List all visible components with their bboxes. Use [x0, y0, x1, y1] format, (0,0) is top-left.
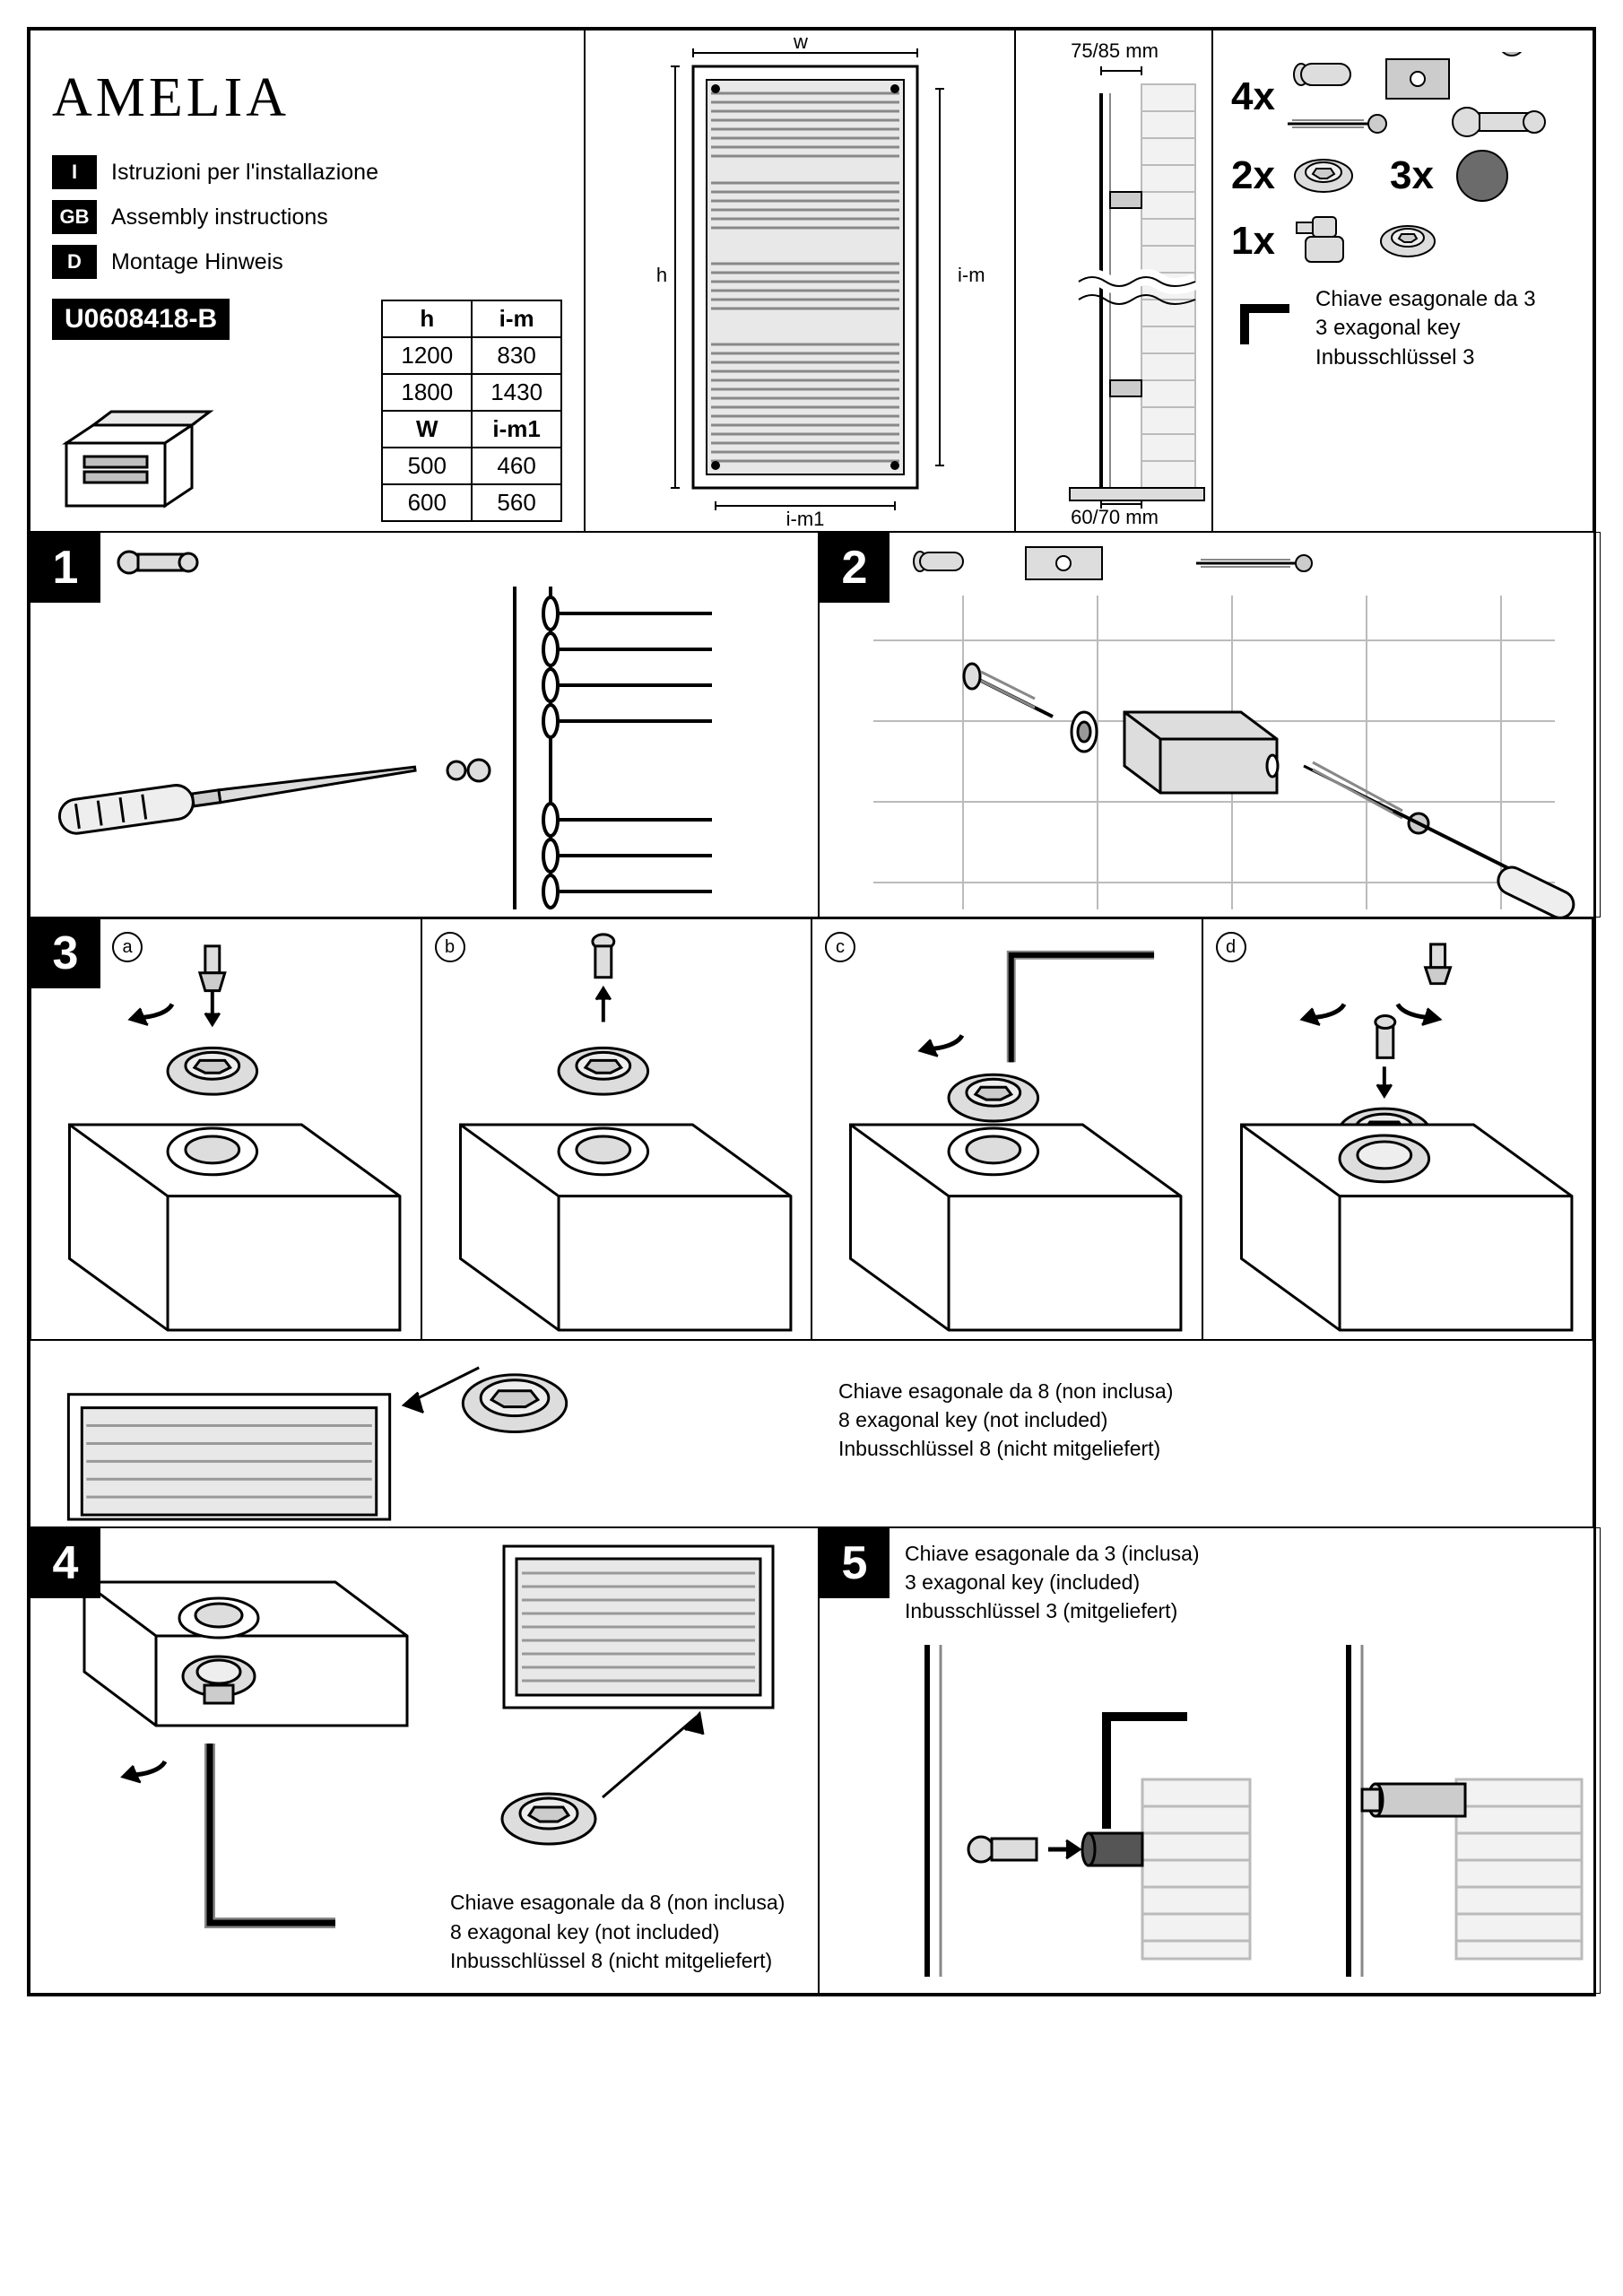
step-5-note: Chiave esagonale da 3 (inclusa) 3 exagon…	[905, 1539, 1200, 1626]
step-3: 3 a	[30, 918, 1593, 1527]
step-3a: a	[30, 918, 421, 1340]
th-im1: i-m1	[472, 411, 561, 448]
step-3-detail	[30, 1340, 812, 1528]
hex-key-3-row: Chiave esagonale da 3 3 exagonal key Inb…	[1231, 280, 1575, 372]
step-3b-label: b	[435, 932, 465, 962]
lang-badge-it: I	[52, 155, 97, 189]
dimensions-table: hi-m 1200830 18001430 Wi-m1 500460 60056…	[381, 300, 562, 522]
svg-text:75/85 mm: 75/85 mm	[1071, 39, 1159, 62]
product-title: AMELIA	[52, 66, 562, 130]
lang-row-de: D Montage Hinweis	[52, 245, 562, 279]
lang-text-it: Istruzioni per l'installazione	[111, 160, 378, 186]
wall-clearance-drawing: 75/85 mm 60/70 mm	[1015, 30, 1212, 532]
step-4: 4	[30, 1527, 819, 1994]
lang-text-gb: Assembly instructions	[111, 204, 328, 230]
th-w: W	[382, 411, 472, 448]
row-step-3: 3 a	[30, 918, 1593, 1527]
step-3a-label: a	[112, 932, 143, 962]
hex-key-3-text: Chiave esagonale da 3 3 exagonal key Inb…	[1315, 285, 1536, 372]
step-3b: b	[421, 918, 812, 1340]
vent-valve-icon	[1288, 210, 1359, 273]
step-3c: c	[812, 918, 1202, 1340]
step-3c-label: c	[825, 932, 855, 962]
step-2: 2	[819, 532, 1601, 918]
sku-code: U0608418-B	[52, 299, 230, 340]
step-4-note: Chiave esagonale da 8 (non inclusa) 8 ex…	[450, 1888, 785, 1975]
svg-text:i-m: i-m	[958, 264, 985, 286]
svg-text:i-m1: i-m1	[786, 508, 825, 530]
lang-row-it: I Istruzioni per l'installazione	[52, 155, 562, 189]
parts-4x-icons	[1288, 52, 1575, 142]
step-2-number: 2	[820, 533, 890, 603]
svg-text:60/70 mm: 60/70 mm	[1071, 506, 1159, 528]
step-3d: d	[1202, 918, 1593, 1340]
lang-badge-gb: GB	[52, 200, 97, 234]
lang-badge-de: D	[52, 245, 97, 279]
th-im: i-m	[472, 300, 561, 337]
instruction-page: AMELIA I Istruzioni per l'installazione …	[27, 27, 1596, 1996]
step-1-number: 1	[30, 533, 100, 603]
step-1: 1	[30, 532, 819, 918]
svg-text:h: h	[656, 264, 667, 286]
cap-icon	[1446, 149, 1518, 203]
parts-1x: 1x	[1231, 210, 1575, 273]
step-4-number: 4	[30, 1528, 100, 1598]
collar-nut-icon	[1288, 149, 1359, 203]
step-3-note: Chiave esagonale da 8 (non inclusa) 8 ex…	[812, 1340, 1593, 1528]
plug-icon	[1372, 214, 1444, 268]
radiator-dimension-drawing: w h i-m i-m1	[585, 30, 1015, 532]
top-row: AMELIA I Istruzioni per l'installazione …	[30, 30, 1593, 532]
svg-text:w: w	[793, 30, 808, 53]
parts-list: 4x	[1212, 30, 1593, 532]
step-3d-label: d	[1216, 932, 1246, 962]
th-h: h	[382, 300, 472, 337]
step-5-number: 5	[820, 1528, 890, 1598]
row-steps-4-5: 4	[30, 1527, 1593, 1994]
hex-key-icon	[1231, 295, 1303, 358]
lang-row-gb: GB Assembly instructions	[52, 200, 562, 234]
header-panel: AMELIA I Istruzioni per l'installazione …	[30, 30, 585, 532]
row-steps-1-2: 1	[30, 532, 1593, 918]
package-box-icon	[57, 407, 219, 515]
lang-text-de: Montage Hinweis	[111, 249, 283, 275]
parts-2x-3x: 2x 3x	[1231, 149, 1575, 203]
step-5: 5 Chiave esagonale da 3 (inclusa) 3 exag…	[819, 1527, 1601, 1994]
parts-4x: 4x	[1231, 52, 1575, 142]
